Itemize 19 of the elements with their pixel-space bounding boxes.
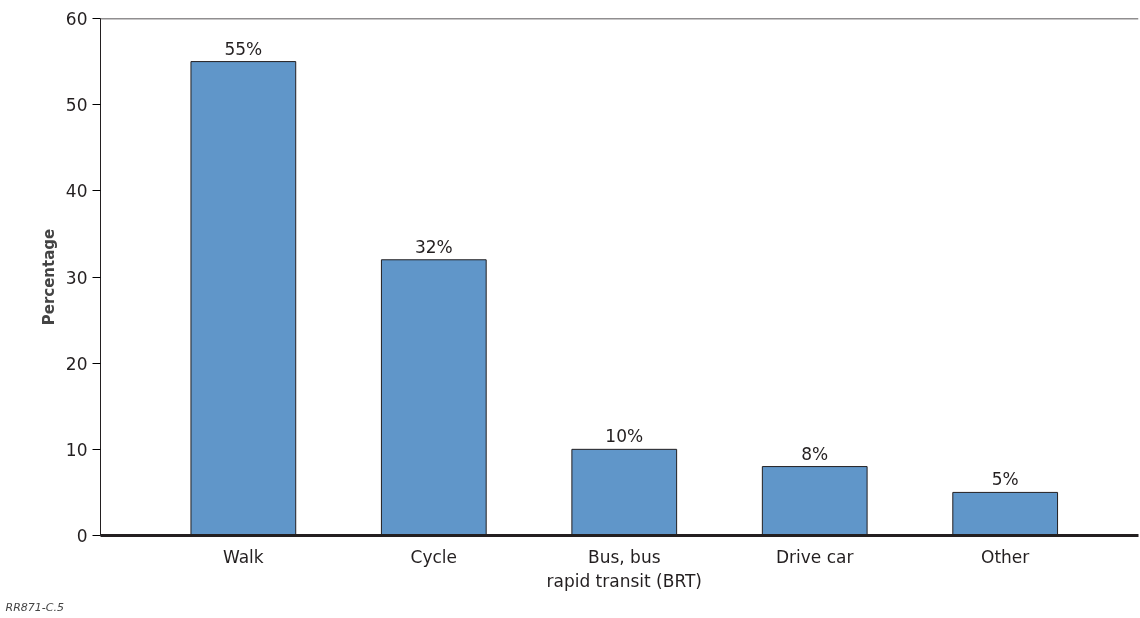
- x-tick-label: Walk: [222, 546, 264, 567]
- x-tick-label: Bus, bus rapid transit (BRT): [546, 546, 703, 591]
- y-tick-label: 20: [65, 353, 88, 374]
- y-tick-label: 0: [76, 526, 88, 546]
- y-tick-label: 50: [65, 95, 88, 116]
- y-axis-title: Percentage: [39, 228, 58, 326]
- data-label: 10%: [605, 426, 644, 447]
- data-label: 5%: [991, 469, 1019, 490]
- y-tick-label: 30: [65, 267, 88, 288]
- data-label: 8%: [801, 443, 829, 464]
- data-label: 55%: [224, 38, 263, 59]
- text: RR871-C.5: [5, 600, 64, 614]
- x-tick-label: Other: [981, 546, 1030, 567]
- y-tick-label: 60: [65, 9, 88, 29]
- x-tick-label: Drive car: [775, 546, 854, 567]
- y-tick-label: 40: [65, 181, 88, 202]
- x-tick-label: Cycle: [410, 546, 458, 567]
- data-label: 32%: [414, 236, 453, 257]
- y-tick-label: 10: [65, 439, 88, 460]
